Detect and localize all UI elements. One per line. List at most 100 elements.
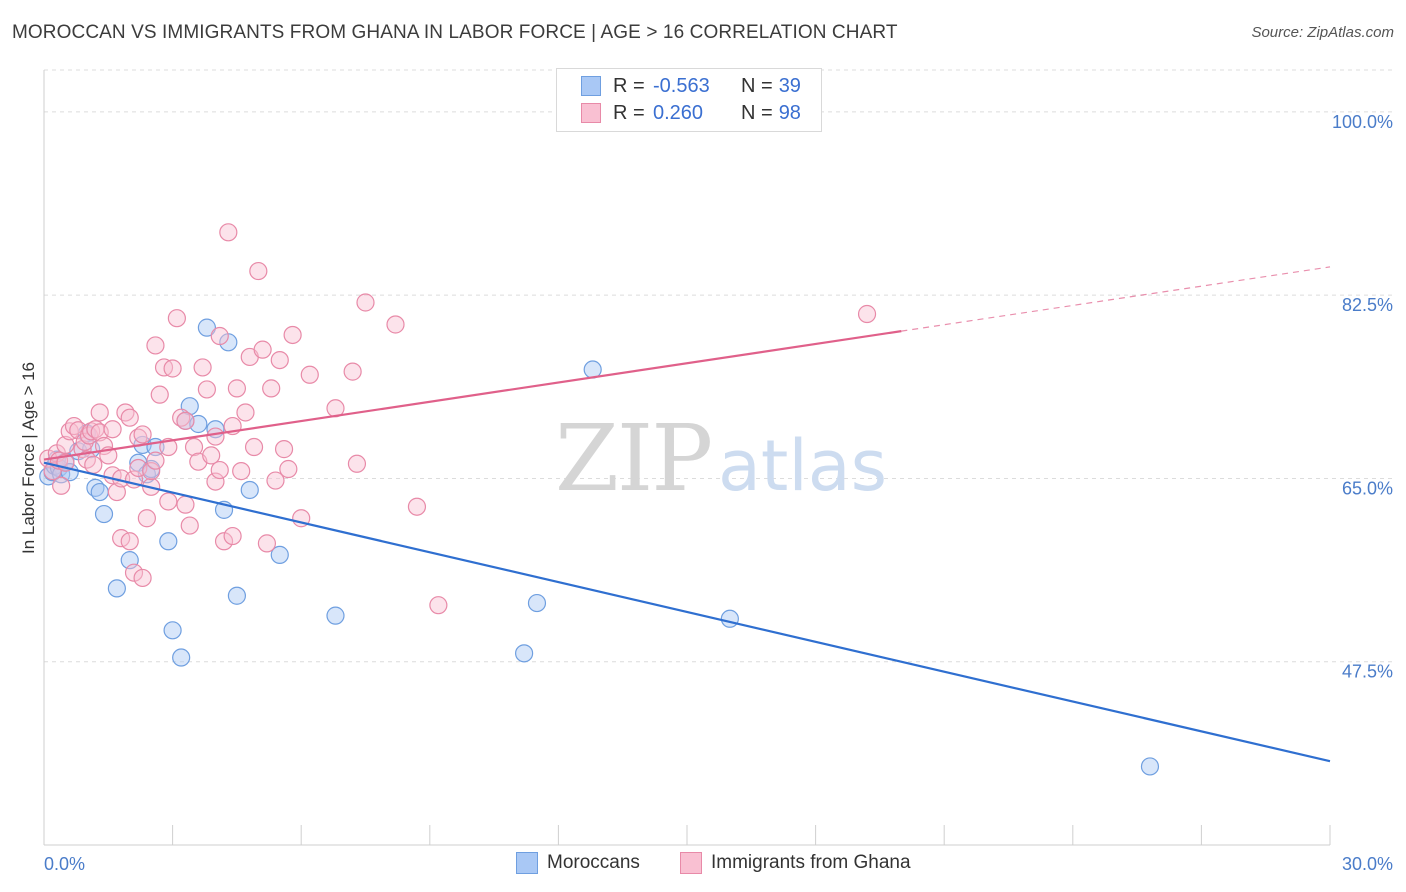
point-ghana — [90, 403, 109, 422]
point-ghana — [56, 435, 75, 455]
point-moroccans — [172, 648, 191, 667]
point-ghana — [137, 509, 156, 528]
point-moroccans — [159, 532, 178, 551]
n-label: N = — [741, 74, 773, 97]
point-ghana — [227, 379, 246, 398]
point-ghana — [206, 427, 225, 446]
grid-lines — [44, 69, 1392, 663]
point-ghana — [343, 362, 362, 381]
watermark-atlas: atlas — [718, 425, 887, 507]
trend-line-moroccans — [43, 461, 1331, 763]
legend-row-moroccans: R = -0.563 N = 39 — [581, 73, 801, 99]
legend-swatch-moroccans — [516, 852, 538, 874]
x-tick-label: 30.0% — [1342, 854, 1393, 874]
point-ghana — [356, 293, 375, 312]
trend-line-ghana — [43, 330, 902, 461]
r-label: R = — [613, 101, 645, 124]
point-ghana — [180, 516, 199, 535]
point-ghana — [133, 568, 152, 588]
point-moroccans — [240, 480, 259, 500]
point-moroccans — [227, 586, 246, 605]
r-label: R = — [613, 74, 645, 97]
legend-swatch-moroccans — [581, 76, 601, 96]
point-ghana — [244, 437, 264, 457]
point-moroccans — [720, 609, 739, 628]
point-ghana — [262, 379, 281, 398]
point-ghana — [214, 532, 234, 551]
point-ghana — [347, 454, 367, 473]
point-ghana — [120, 532, 139, 551]
point-moroccans — [90, 482, 109, 502]
x-tick-label: 0.0% — [44, 854, 85, 874]
point-ghana — [193, 358, 212, 377]
point-ghana — [429, 596, 448, 615]
point-ghana — [197, 380, 216, 399]
legend-swatch-ghana — [680, 852, 702, 874]
point-ghana — [274, 440, 294, 459]
point-ghana — [249, 261, 268, 281]
y-tick-label: 65.0% — [1342, 478, 1393, 498]
source-label: Source: ZipAtlas.com — [1251, 24, 1394, 41]
point-ghana — [159, 492, 178, 511]
point-ghana — [103, 420, 122, 439]
point-moroccans — [515, 644, 534, 663]
legend-item-moroccans[interactable]: Moroccans — [516, 852, 640, 874]
point-ghana — [52, 476, 71, 495]
point-moroccans — [1140, 757, 1160, 776]
trend-line-ghana-extension — [901, 266, 1331, 332]
point-moroccans — [527, 593, 547, 613]
point-ghana — [146, 336, 165, 355]
legend-swatch-ghana — [581, 103, 601, 123]
point-ghana — [223, 526, 242, 546]
n-value: 39 — [778, 74, 801, 97]
legend-row-ghana: R = 0.260 N = 98 — [581, 100, 801, 126]
y-axis-label: In Labor Force | Age > 16 — [19, 362, 38, 554]
point-ghana — [386, 315, 405, 334]
point-ghana — [206, 472, 225, 491]
point-ghana — [283, 325, 302, 345]
point-moroccans — [197, 318, 216, 337]
point-ghana — [184, 437, 204, 457]
point-moroccans — [107, 579, 126, 598]
point-ghana — [257, 534, 277, 553]
chart-title: MOROCCAN VS IMMIGRANTS FROM GHANA IN LAB… — [12, 22, 898, 43]
correlation-legend: R = -0.563 N = 39 R = 0.260 N = 98 — [556, 68, 822, 132]
point-ghana — [857, 304, 877, 324]
point-ghana — [232, 462, 251, 481]
point-moroccans — [94, 504, 114, 524]
point-ghana — [202, 446, 221, 465]
n-label: N = — [741, 101, 773, 124]
axes — [43, 70, 1331, 846]
legend-item-ghana[interactable]: Immigrants from Ghana — [680, 852, 911, 874]
point-ghana — [266, 471, 285, 490]
point-ghana — [300, 365, 319, 384]
r-value: 0.260 — [653, 101, 704, 124]
watermark-zip: ZIP — [555, 405, 711, 512]
point-ghana — [176, 495, 195, 514]
point-ghana — [133, 425, 152, 444]
series-legend: Moroccans Immigrants from Ghana — [0, 852, 1406, 878]
tick-labels: 47.5% 65.0% 82.5% 100.0% 0.0% 30.0% — [44, 112, 1393, 874]
point-ghana — [124, 563, 144, 582]
y-tick-label: 47.5% — [1342, 662, 1393, 682]
point-ghana — [167, 309, 186, 328]
legend-label-ghana: Immigrants from Ghana — [711, 852, 911, 873]
point-moroccans — [270, 545, 289, 564]
point-ghana — [210, 326, 229, 346]
point-ghana — [279, 459, 298, 479]
point-moroccans — [326, 606, 345, 625]
point-ghana — [176, 411, 195, 430]
point-ghana — [270, 351, 289, 370]
point-ghana — [120, 408, 139, 427]
y-tick-label: 82.5% — [1342, 295, 1393, 315]
point-moroccans — [163, 621, 182, 640]
point-ghana — [163, 359, 182, 378]
point-ghana — [150, 385, 169, 404]
point-ghana — [219, 223, 238, 242]
n-value: 98 — [778, 101, 801, 124]
point-ghana — [159, 437, 178, 457]
point-ghana — [253, 340, 272, 359]
point-ghana — [210, 460, 229, 480]
point-ghana — [107, 482, 126, 502]
